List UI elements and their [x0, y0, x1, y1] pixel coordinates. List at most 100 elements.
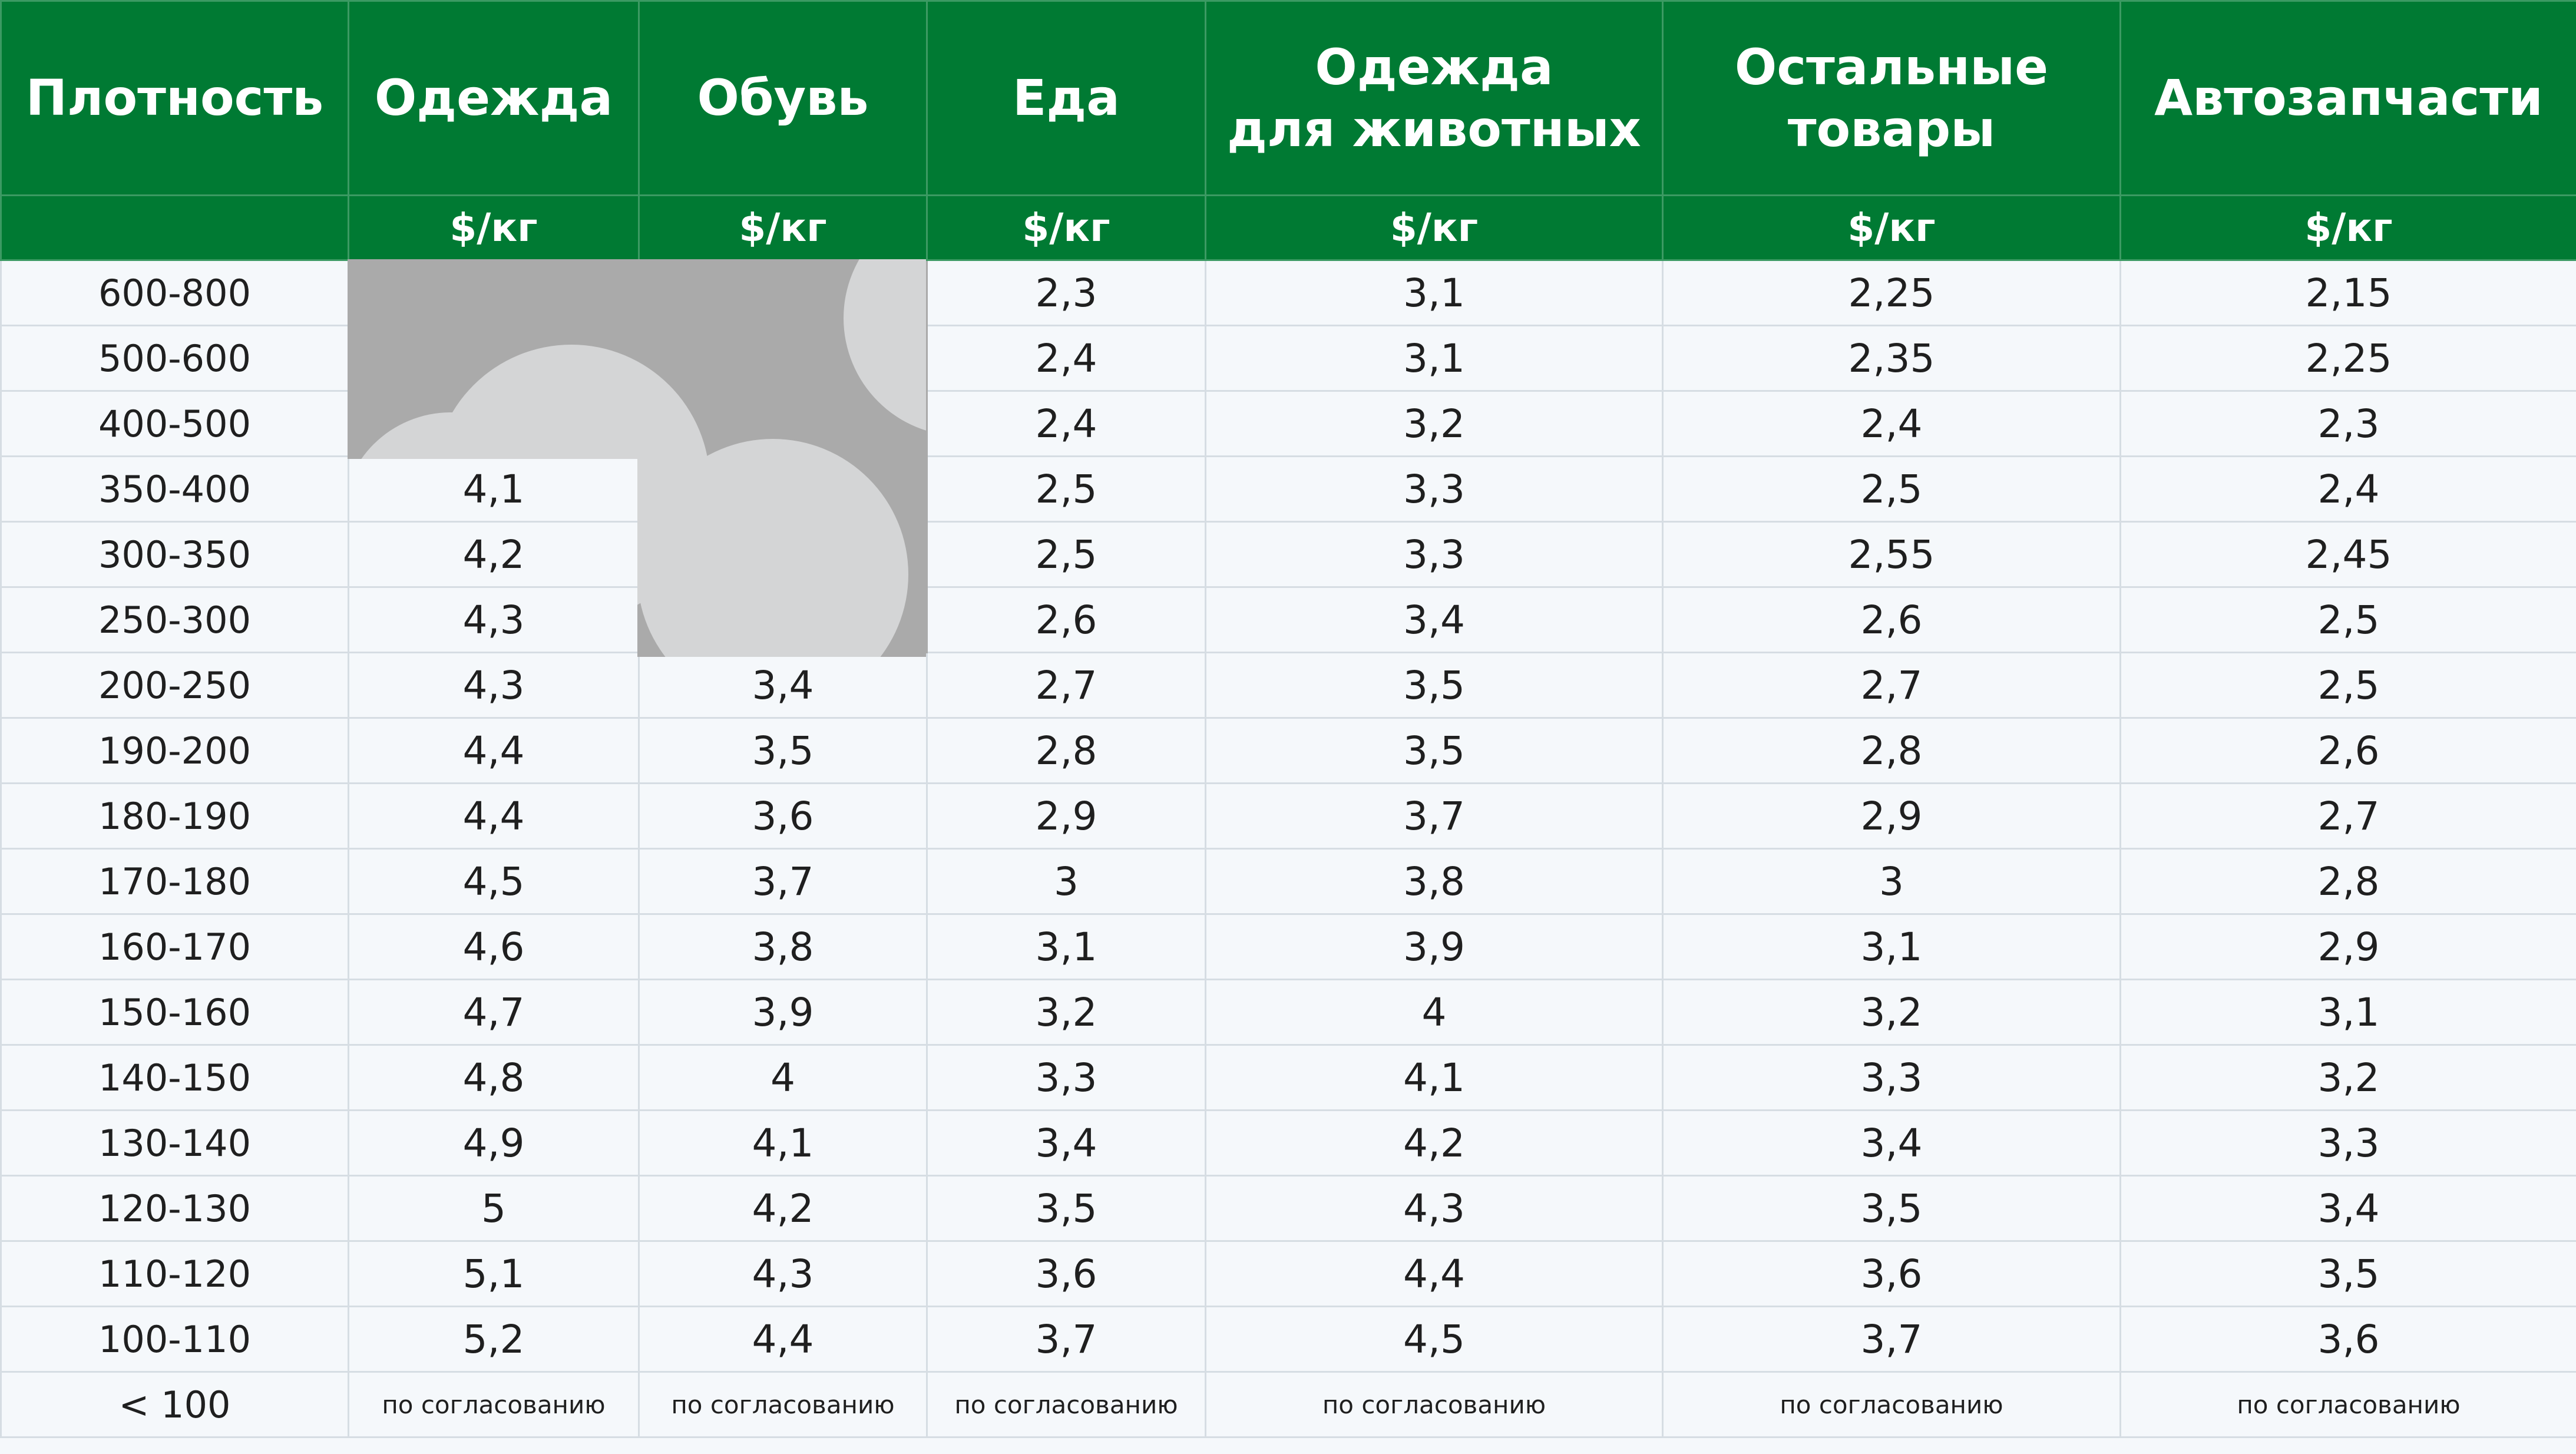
- rate-cell: 3,1: [926, 913, 1206, 980]
- rate-cell: 4,8: [348, 1044, 640, 1111]
- unit-cell: $/кг: [2119, 194, 2576, 261]
- rate-cell: 2,3: [926, 259, 1206, 326]
- density-cell: 100-110: [0, 1306, 349, 1373]
- rate-cell: 3,2: [926, 979, 1206, 1046]
- rate-cell: 4,2: [638, 1175, 928, 1242]
- density-cell: 190-200: [0, 717, 349, 784]
- rate-cell: 3,7: [1205, 782, 1664, 850]
- rate-cell: 4,1: [638, 1109, 928, 1177]
- rate-cell: 3,8: [1205, 848, 1664, 915]
- rate-cell: 2,3: [2119, 390, 2576, 457]
- header-density: Плотность: [0, 0, 349, 196]
- rate-cell: 5: [348, 1175, 640, 1242]
- rate-cell: 2,4: [926, 390, 1206, 457]
- density-cell: 140-150: [0, 1044, 349, 1111]
- rate-cell: 4,3: [1205, 1175, 1664, 1242]
- rate-cell: 3,3: [1205, 521, 1664, 588]
- unit-cell: [0, 194, 349, 261]
- table-row: 120-130 5 4,2 3,5 4,3 3,5 3,4: [0, 1175, 2576, 1242]
- density-cell: 180-190: [0, 782, 349, 850]
- unit-cell: $/кг: [638, 194, 928, 261]
- rate-cell: 3,6: [638, 782, 928, 850]
- density-cell: < 100: [0, 1371, 349, 1438]
- rate-cell: 2,9: [2119, 913, 2576, 980]
- unavailable-cell: [348, 390, 640, 457]
- rate-cell: 2,4: [2119, 455, 2576, 523]
- unavailable-cell: [638, 390, 928, 457]
- header-clothing: Одежда: [348, 0, 640, 196]
- rate-cell: 2,25: [2119, 325, 2576, 392]
- rate-cell: 2,6: [926, 586, 1206, 653]
- rate-cell: 3,3: [1662, 1044, 2121, 1111]
- rate-cell: 2,5: [1662, 455, 2121, 523]
- rate-cell: 3,1: [2119, 979, 2576, 1046]
- rate-cell: 4,4: [638, 1306, 928, 1373]
- rate-cell: 2,7: [2119, 782, 2576, 850]
- header-food: Еда: [926, 0, 1206, 196]
- density-cell: 150-160: [0, 979, 349, 1046]
- density-cell: 120-130: [0, 1175, 349, 1242]
- unavailable-cell: [638, 325, 928, 392]
- rate-cell: 2,55: [1662, 521, 2121, 588]
- table-row: 200-250 4,3 3,4 2,7 3,5 2,7 2,5: [0, 652, 2576, 719]
- rate-cell: 2,7: [926, 652, 1206, 719]
- rate-cell: 4,2: [348, 521, 640, 588]
- rate-cell: 3,1: [1205, 325, 1664, 392]
- negotiable-cell: по согласованию: [638, 1371, 928, 1438]
- table-row: 600-800 2,3 3,1 2,25 2,15: [0, 259, 2576, 326]
- rate-cell: 3,4: [926, 1109, 1206, 1177]
- rate-cell: 3,1: [1662, 913, 2121, 980]
- density-cell: 400-500: [0, 390, 349, 457]
- rate-cell: 4: [638, 1044, 928, 1111]
- unit-cell: $/кг: [348, 194, 640, 261]
- header-shoes: Обувь: [638, 0, 928, 196]
- table-body: 600-800 2,3 3,1 2,25 2,15 500-600 2,4 3,1 2,35 2,…: [0, 259, 2576, 1438]
- rate-cell: 2,15: [2119, 259, 2576, 326]
- unit-cell: $/кг: [1662, 194, 2121, 261]
- rate-cell: 3,2: [1662, 979, 2121, 1046]
- unavailable-cell: [638, 455, 928, 523]
- rate-cell: 3,6: [1662, 1240, 2121, 1307]
- table-row: 190-200 4,4 3,5 2,8 3,5 2,8 2,6: [0, 717, 2576, 784]
- table-row: 130-140 4,9 4,1 3,4 4,2 3,4 3,3: [0, 1109, 2576, 1177]
- rate-cell: 3,7: [1662, 1306, 2121, 1373]
- rate-cell: 4,4: [348, 782, 640, 850]
- rate-cell: 2,9: [1662, 782, 2121, 850]
- table-row: 400-500 2,4 3,2 2,4 2,3: [0, 390, 2576, 457]
- rate-cell: 4,9: [348, 1109, 640, 1177]
- header-row: Плотность Одежда Обувь Еда Одежда для жив…: [0, 0, 2576, 196]
- rate-cell: 4,4: [1205, 1240, 1664, 1307]
- table-row: < 100 по согласованию по согласованию по со…: [0, 1371, 2576, 1438]
- rate-cell: 3,2: [1205, 390, 1664, 457]
- negotiable-cell: по согласованию: [926, 1371, 1206, 1438]
- table-row: 250-300 4,3 2,6 3,4 2,6 2,5: [0, 586, 2576, 653]
- rate-cell: 2,5: [2119, 586, 2576, 653]
- rate-cell: 3,5: [926, 1175, 1206, 1242]
- rate-cell: 3,8: [638, 913, 928, 980]
- negotiable-cell: по согласованию: [1205, 1371, 1664, 1438]
- unit-row: $/кг $/кг $/кг $/кг $/кг $/кг: [0, 194, 2576, 261]
- density-cell: 250-300: [0, 586, 349, 653]
- table-row: 140-150 4,8 4 3,3 4,1 3,3 3,2: [0, 1044, 2576, 1111]
- table-row: 150-160 4,7 3,9 3,2 4 3,2 3,1: [0, 979, 2576, 1046]
- density-cell: 300-350: [0, 521, 349, 588]
- rate-cell: 4,7: [348, 979, 640, 1046]
- negotiable-cell: по согласованию: [1662, 1371, 2121, 1438]
- rate-cell: 3,5: [638, 717, 928, 784]
- rate-cell: 2,8: [2119, 848, 2576, 915]
- rate-cell: 3,4: [1662, 1109, 2121, 1177]
- rate-cell: 4,1: [348, 455, 640, 523]
- table-row: 180-190 4,4 3,6 2,9 3,7 2,9 2,7: [0, 782, 2576, 850]
- density-cell: 200-250: [0, 652, 349, 719]
- rate-cell: 3,3: [926, 1044, 1206, 1111]
- table-row: 100-110 5,2 4,4 3,7 4,5 3,7 3,6: [0, 1306, 2576, 1373]
- rate-cell: 3,9: [638, 979, 928, 1046]
- table-row: 300-350 4,2 2,5 3,3 2,55 2,45: [0, 521, 2576, 588]
- rate-cell: 3,6: [2119, 1306, 2576, 1373]
- table-row: 110-120 5,1 4,3 3,6 4,4 3,6 3,5: [0, 1240, 2576, 1307]
- rate-cell: 2,6: [1662, 586, 2121, 653]
- rate-cell: 2,5: [926, 521, 1206, 588]
- rate-cell: 3,5: [2119, 1240, 2576, 1307]
- density-cell: 600-800: [0, 259, 349, 326]
